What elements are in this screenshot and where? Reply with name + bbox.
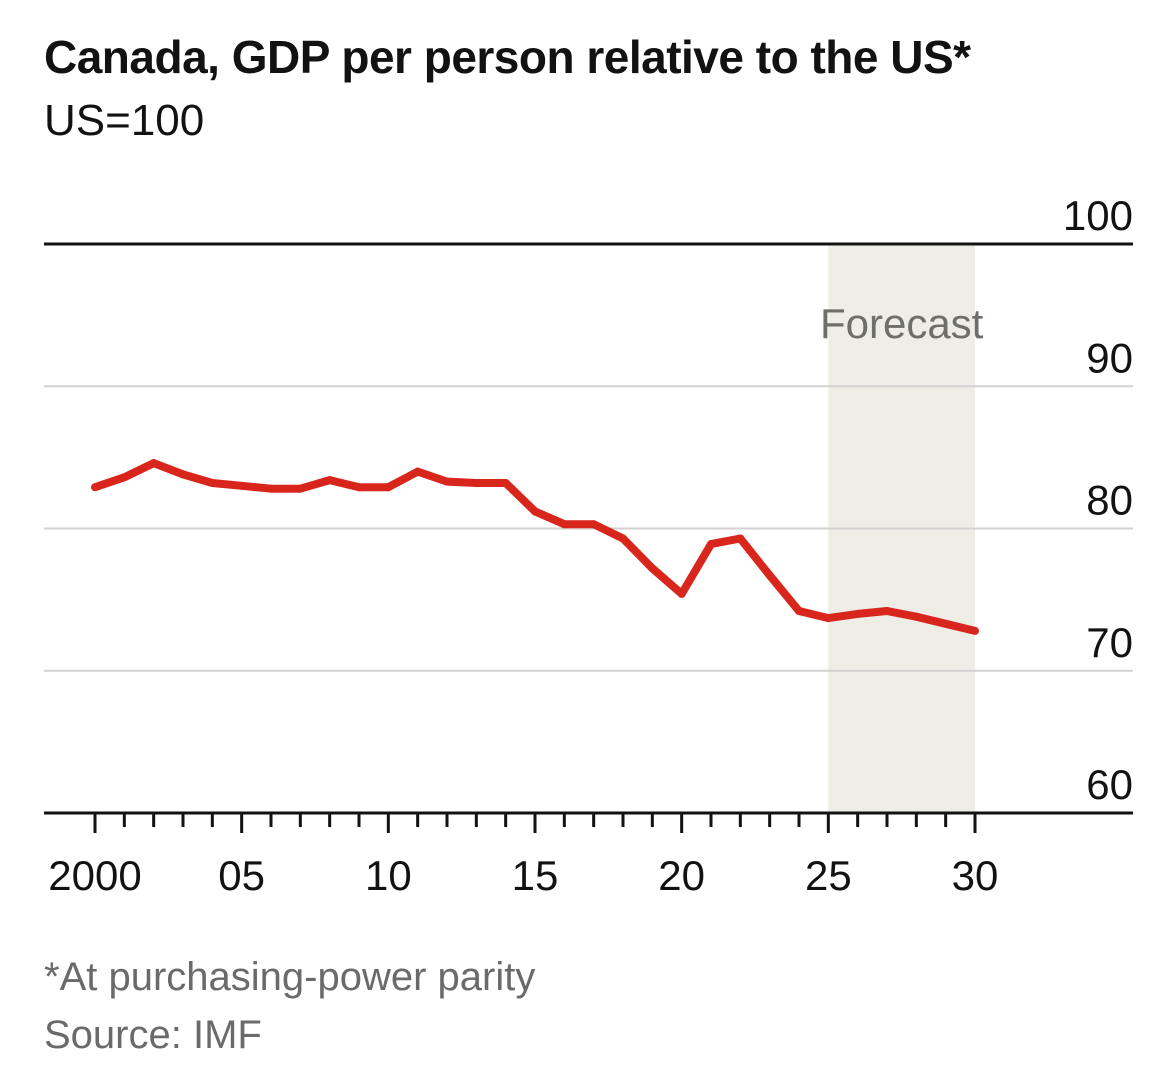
data-point-2024 [795,607,803,616]
data-point-2001 [120,473,129,482]
data-point-2017 [589,520,598,529]
x-tick-label-2015: 15 [512,852,559,899]
y-tick-label-60: 60 [1086,761,1133,808]
footnote: *At purchasing-power parity [44,955,536,999]
data-point-2009 [355,483,363,492]
x-tick-label-2005: 05 [218,852,265,899]
data-point-2008 [325,476,334,485]
chart-title: Canada, GDP per person relative to the U… [44,31,971,83]
data-point-2030 [971,626,979,635]
y-tick-label-70: 70 [1086,619,1133,666]
x-tick-label-2030: 30 [952,852,999,899]
data-point-2002 [149,459,158,468]
data-point-2004 [208,478,217,487]
data-point-2012 [443,477,451,486]
data-point-2013 [472,478,481,487]
y-tick-label-90: 90 [1086,334,1133,381]
data-point-2007 [296,484,305,493]
data-point-2026 [853,609,862,618]
data-point-2022 [736,534,745,543]
data-point-2010 [384,483,393,492]
x-tick-label-2010: 10 [365,852,412,899]
forecast-label: Forecast [820,300,984,347]
data-point-2020 [677,589,686,598]
data-point-2006 [267,484,275,493]
y-tick-label-80: 80 [1086,477,1133,524]
data-point-2018 [619,534,627,543]
data-point-2023 [765,571,774,580]
chart-subtitle: US=100 [44,96,205,145]
data-point-2019 [648,564,657,573]
data-points [91,459,979,635]
data-point-2027 [883,607,891,616]
y-axis-labels: 60 70 80 90 100 [1063,192,1133,808]
x-tick-label-2000: 2000 [48,852,141,899]
x-tick-label-2025: 25 [805,852,852,899]
source-note: Source: IMF [44,1013,262,1057]
data-point-2003 [179,470,187,479]
data-point-2028 [912,612,921,621]
line-chart: Forecast 60 70 80 90 100 2000 05 10 15 20 25 30 [44,192,1133,899]
x-axis: 2000 05 10 15 20 25 30 [48,813,998,899]
data-point-2016 [560,520,569,529]
data-point-2005 [237,481,246,490]
gridlines [44,242,1133,815]
data-point-2014 [501,478,510,487]
data-point-2021 [707,540,715,549]
data-point-2000 [91,483,99,492]
y-tick-label-100: 100 [1063,192,1133,239]
data-point-2011 [413,467,422,476]
data-point-2015 [531,507,539,516]
x-tick-label-2020: 20 [658,852,705,899]
data-point-2025 [824,614,833,623]
data-point-2029 [941,619,950,628]
